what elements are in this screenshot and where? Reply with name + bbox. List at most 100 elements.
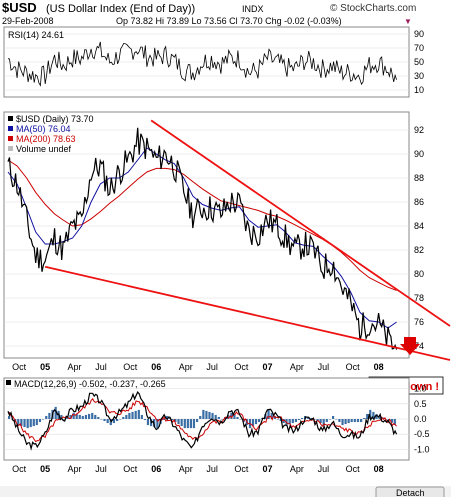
macd-histogram-bar bbox=[366, 413, 369, 419]
price-tick-label: 86 bbox=[414, 197, 424, 207]
macd-histogram-bar bbox=[276, 419, 280, 420]
macd-histogram-bar bbox=[258, 419, 261, 423]
x-axis-top-label: 08 bbox=[374, 362, 384, 372]
macd-histogram-bar bbox=[177, 419, 180, 425]
macd-histogram-bar bbox=[202, 409, 205, 419]
rsi-tick-label: 90 bbox=[414, 29, 424, 39]
x-axis-bottom-label: Jul bbox=[206, 464, 218, 474]
macd-histogram-bar bbox=[316, 419, 319, 422]
x-axis-top-label: 05 bbox=[40, 362, 50, 372]
macd-tick-label: 0.5 bbox=[414, 399, 427, 409]
macd-histogram-bar bbox=[156, 419, 159, 429]
macd-histogram-bar bbox=[29, 419, 32, 428]
macd-histogram-bar bbox=[97, 416, 100, 419]
x-axis-top-label: Apr bbox=[68, 362, 82, 372]
macd-histogram-bar bbox=[63, 419, 66, 420]
macd-histogram-bar bbox=[297, 419, 301, 421]
x-axis-bottom-label: Jul bbox=[95, 464, 107, 474]
macd-histogram-bar bbox=[369, 409, 372, 419]
macd-histogram-bar bbox=[146, 419, 150, 426]
macd-histogram-bar bbox=[140, 414, 143, 419]
x-axis-bottom-label: Jul bbox=[318, 464, 330, 474]
x-axis-bottom-label: Oct bbox=[346, 464, 361, 474]
rsi-tick-label: 30 bbox=[414, 71, 424, 81]
macd-histogram-bar bbox=[236, 416, 239, 419]
macd-histogram-bar bbox=[267, 409, 270, 419]
macd-tick-label: 1.0 bbox=[414, 384, 427, 394]
x-axis-top-label: Jul bbox=[318, 362, 330, 372]
price-panel: 92 90 88 86 84 82 80 78 76 74 $USD (Daily) 73.70 … bbox=[3, 111, 451, 361]
x-axis-bottom-label: 05 bbox=[40, 464, 50, 474]
macd-histogram-bar bbox=[199, 415, 202, 419]
x-axis-bottom-label: 08 bbox=[374, 464, 384, 474]
price-tick-label: 80 bbox=[414, 269, 424, 279]
macd-histogram-bar bbox=[23, 419, 26, 428]
macd-histogram-bar bbox=[294, 419, 298, 423]
macd-histogram-bar bbox=[300, 417, 304, 419]
x-axis-bottom-label: Oct bbox=[12, 464, 27, 474]
detach-button-label[interactable]: Detach bbox=[396, 488, 425, 497]
price-tick-label: 92 bbox=[414, 125, 424, 135]
macd-histogram-bar bbox=[8, 415, 11, 419]
collapse-arrow-icon[interactable]: ▼ bbox=[404, 17, 412, 26]
rsi-panel: 90 70 50 30 10 RSI(14) 24.61 bbox=[3, 26, 424, 98]
x-axis-labels-top: Oct 05 Apr Jul Oct 06 Apr Jul Oct 07 Apr Jul Oct 08 bbox=[12, 362, 383, 372]
macd-tick-label: 0.0 bbox=[414, 414, 427, 424]
macd-histogram-bar bbox=[344, 419, 347, 425]
x-axis-bottom-label: Oct bbox=[234, 464, 249, 474]
macd-histogram-bar bbox=[134, 410, 137, 419]
macd-histogram-bar bbox=[137, 409, 140, 419]
macd-histogram-bar bbox=[332, 415, 335, 419]
macd-histogram-bar bbox=[180, 419, 183, 427]
rsi-tick-label: 50 bbox=[414, 57, 424, 67]
macd-histogram-bar bbox=[189, 419, 192, 429]
x-axis-bottom-label: Apr bbox=[68, 464, 82, 474]
price-tick-label: 88 bbox=[414, 173, 424, 183]
price-tick-label: 90 bbox=[414, 149, 424, 159]
macd-histogram-bar bbox=[227, 414, 230, 419]
x-axis-bottom-label: Oct bbox=[123, 464, 138, 474]
ma200-legend-swatch bbox=[8, 136, 13, 141]
macd-histogram-bar bbox=[270, 412, 273, 419]
macd-histogram-bar bbox=[214, 414, 217, 419]
x-axis-top-label: Oct bbox=[346, 362, 361, 372]
macd-histogram-bar bbox=[131, 411, 134, 419]
price-line bbox=[7, 127, 398, 350]
macd-histogram-bar bbox=[116, 419, 119, 422]
x-axis-top-label: Apr bbox=[179, 362, 193, 372]
date-label: 29-Feb-2008 bbox=[2, 16, 54, 26]
price-tick-label: 74 bbox=[414, 341, 424, 351]
macd-histogram-bar bbox=[48, 412, 51, 419]
macd-histogram-bar bbox=[239, 419, 242, 420]
ohlc-readout: Op 73.82 Hi 73.89 Lo 73.56 Cl 73.70 Chg … bbox=[116, 16, 342, 26]
macd-histogram-bar bbox=[60, 414, 63, 419]
macd-histogram-bar bbox=[78, 414, 81, 419]
detach-button[interactable] bbox=[375, 486, 445, 497]
macd-panel: 1.0 0.5 0.0 -0.5 -1.0 MACD(12,26,9) -0.502, … bbox=[3, 377, 430, 461]
macd-histogram-bar bbox=[32, 419, 35, 427]
macd-histogram-bar bbox=[254, 419, 258, 425]
macd-legend-swatch bbox=[6, 380, 11, 385]
macd-histogram-bar bbox=[91, 412, 94, 419]
macd-histogram-bar bbox=[205, 410, 208, 419]
macd-histogram-bar bbox=[81, 415, 84, 419]
macd-histogram-bar bbox=[112, 419, 116, 424]
macd-histogram-bar bbox=[125, 414, 128, 419]
x-axis-top-label: Apr bbox=[290, 362, 304, 372]
x-axis-bottom-label: Apr bbox=[179, 464, 193, 474]
macd-histogram-bar bbox=[356, 419, 360, 423]
macd-histogram-bar bbox=[87, 413, 91, 419]
ma50-line bbox=[7, 147, 397, 329]
macd-histogram-bar bbox=[171, 419, 174, 421]
macd-histogram-bar bbox=[106, 419, 109, 424]
macd-histogram-bar bbox=[230, 412, 233, 419]
macd-histogram-bar bbox=[288, 419, 291, 425]
breakdown-arrow-icon bbox=[400, 337, 420, 355]
macd-histogram-bar bbox=[338, 419, 341, 423]
ma50-legend-swatch bbox=[8, 126, 13, 131]
x-axis-top-label: Jul bbox=[95, 362, 107, 372]
rsi-tick-label: 70 bbox=[414, 43, 424, 53]
upper-trendline bbox=[150, 119, 451, 327]
macd-histogram-bar bbox=[242, 419, 245, 423]
